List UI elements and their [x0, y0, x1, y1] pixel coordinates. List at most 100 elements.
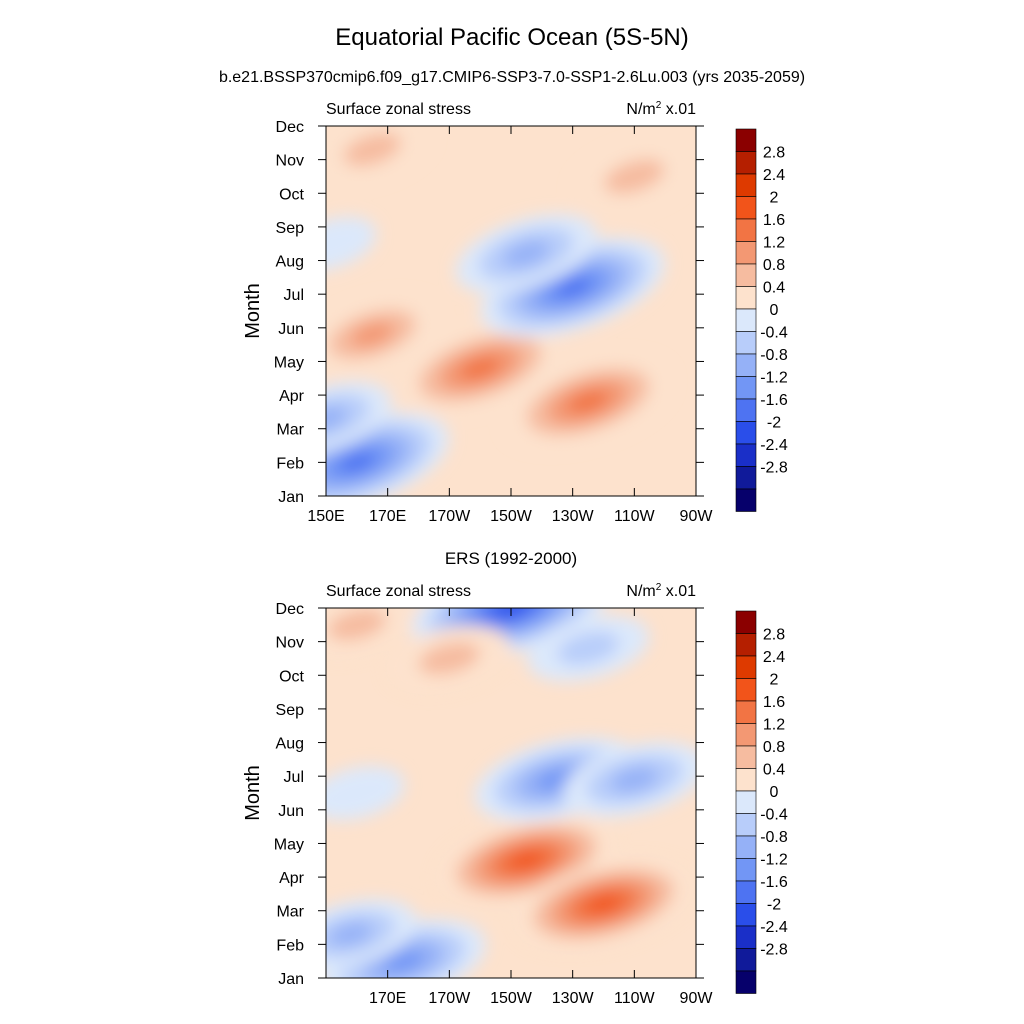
y-tick-label: Mar	[276, 422, 304, 439]
colorbar-segment	[735, 308, 757, 332]
colorbar-label: 2.4	[763, 649, 785, 666]
colorbar-segment	[735, 241, 757, 265]
y-tick-label: Aug	[276, 736, 304, 753]
contour-blob	[477, 608, 545, 625]
colorbar-segment	[735, 353, 757, 377]
left-string: Surface zonal stress	[326, 583, 471, 600]
colorbar-segment	[735, 633, 757, 657]
colorbar-segment	[735, 443, 757, 467]
contour-blob	[604, 159, 665, 194]
colorbar-segment	[735, 745, 757, 769]
colorbar-label: -0.4	[760, 325, 788, 342]
colorbar-label: -0.4	[760, 807, 788, 824]
contour-blob	[459, 357, 501, 380]
x-tick-label: 170E	[369, 508, 406, 525]
y-tick-label: Sep	[276, 220, 305, 237]
colorbar-segment	[735, 610, 757, 634]
colorbar-label: 0.4	[763, 280, 785, 297]
x-tick-label: 150W	[490, 508, 533, 525]
colorbar-label: 1.6	[763, 212, 785, 229]
units-label: N/m2 x.01	[626, 582, 696, 600]
colorbar-segment	[735, 151, 757, 175]
contour-blob	[326, 216, 377, 271]
colorbar-label: 2	[770, 672, 779, 689]
x-tick-label: 150W	[490, 990, 533, 1007]
contour-blob	[326, 766, 405, 820]
colorbar-segment	[735, 813, 757, 837]
colorbar-segment	[735, 466, 757, 490]
colorbar-segment	[735, 880, 757, 904]
contour-blob	[338, 452, 376, 473]
colorbar-label: -0.8	[760, 347, 788, 364]
y-tick-label: Nov	[276, 153, 304, 170]
y-tick-label: Aug	[276, 254, 304, 271]
y-tick-label: Dec	[276, 601, 304, 618]
colorbar-label: 0.8	[763, 739, 785, 756]
colorbar-label: 1.2	[763, 717, 785, 734]
colorbar-label: 1.6	[763, 694, 785, 711]
colorbar: 2.8 2.4 2 1.6 1.2 0.8 0.4 0 -0.4 -0.8 -1.2 -1.6 -2 -2…	[735, 128, 788, 512]
contour-field	[326, 126, 696, 496]
colorbar-segment	[735, 970, 757, 994]
contour-blob	[554, 277, 592, 298]
colorbar-label: 0.4	[763, 762, 785, 779]
left-string: Surface zonal stress	[326, 101, 471, 118]
colorbar-label: -2	[767, 415, 781, 432]
colorbar-segment	[735, 858, 757, 882]
colorbar-label: -0.8	[760, 829, 788, 846]
colorbar-label: 2	[770, 190, 779, 207]
colorbar-segment	[735, 376, 757, 400]
colorbar-label: -2.8	[760, 942, 788, 959]
colorbar-label: 2.8	[763, 627, 785, 644]
contour-blob	[326, 393, 370, 444]
colorbar-segment	[735, 263, 757, 287]
y-tick-label: May	[274, 836, 304, 853]
colorbar-label: 1.2	[763, 235, 785, 252]
contour-blob	[567, 390, 609, 413]
colorbar-label: -1.6	[760, 392, 788, 409]
colorbar-segment	[735, 398, 757, 422]
colorbar-segment	[735, 421, 757, 445]
y-axis-label: Month	[242, 283, 264, 339]
y-tick-label: Jan	[278, 971, 304, 988]
colorbar-segment	[735, 903, 757, 927]
contour-blob	[350, 322, 395, 347]
colorbar: 2.8 2.4 2 1.6 1.2 0.8 0.4 0 -0.4 -0.8 -1.2 -1.6 -2 -2…	[735, 610, 788, 994]
contour-blob	[327, 609, 386, 641]
x-tick-label: 90W	[680, 508, 714, 525]
colorbar-segment	[735, 700, 757, 724]
panel-title: ERS (1992-2000)	[445, 549, 577, 568]
y-tick-label: Nov	[276, 635, 304, 652]
y-axis-label: Month	[242, 765, 264, 821]
plot-area	[326, 608, 696, 978]
colorbar-segment	[735, 488, 757, 512]
colorbar-label: 0	[770, 302, 779, 319]
y-tick-label: Jan	[278, 489, 304, 506]
colorbar-label: 0.8	[763, 257, 785, 274]
colorbar-segment	[735, 655, 757, 679]
colorbar-label: -2.8	[760, 460, 788, 477]
colorbar-segment	[735, 173, 757, 197]
colorbar-label: 2.4	[763, 167, 785, 184]
colorbar-segment	[735, 768, 757, 792]
x-tick-label: 110W	[614, 990, 656, 1007]
axis-ticks: 150E 170E 170W 150W 130W 110W 90W Jan Feb Mar Apr M…	[274, 119, 714, 525]
figure-subtitle: b.e21.BSSP370cmip6.f09_g17.CMIP6-SSP3-7.…	[219, 69, 805, 86]
colorbar-label: -2	[767, 897, 781, 914]
contour-blob	[508, 851, 545, 870]
y-tick-label: Jun	[278, 321, 304, 338]
colorbar-label: -1.6	[760, 874, 788, 891]
colorbar-segment	[735, 948, 757, 972]
panel-model: Surface zonal stress N/m2 x.01 150E 170E 1…	[242, 100, 788, 525]
x-tick-label: 170W	[428, 508, 471, 525]
colorbar-segment	[735, 835, 757, 859]
colorbar-segment	[735, 723, 757, 747]
y-tick-label: Apr	[279, 870, 305, 887]
colorbar-label: -2.4	[760, 919, 788, 936]
contour-blob	[610, 767, 659, 793]
colorbar-segment	[735, 790, 757, 814]
colorbar-label: 0	[770, 784, 779, 801]
x-tick-label: 150E	[307, 508, 344, 525]
x-tick-label: 170W	[428, 990, 471, 1007]
